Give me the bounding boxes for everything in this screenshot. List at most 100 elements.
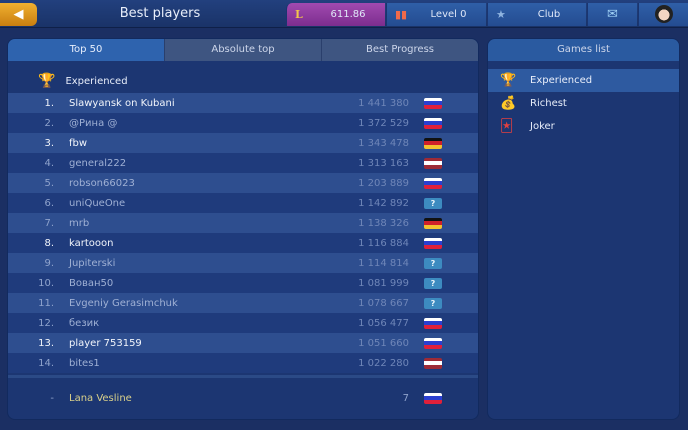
rank: 8.: [44, 237, 54, 249]
flag-lv-icon: [424, 357, 442, 369]
games-list-panel: Games list 🏆 Experienced 💰 Richest 🃏 Joker: [487, 38, 680, 420]
rank: 10.: [38, 277, 54, 289]
tab-best-progress[interactable]: Best Progress: [322, 39, 478, 61]
category-title: Experienced: [65, 75, 128, 87]
games-list-item[interactable]: 🃏 Joker: [488, 115, 679, 138]
trophy-icon: 🏆: [500, 73, 517, 88]
table-row[interactable]: 9. Jupiterski 1 114 814?: [8, 253, 478, 273]
mail-button[interactable]: ✉: [587, 3, 637, 26]
table-row[interactable]: 5. robson66023 1 203 889: [8, 173, 478, 193]
level-label: Level 0: [430, 9, 467, 20]
own-score: 7: [402, 392, 409, 404]
coin-icon: L: [295, 8, 303, 21]
bar-chart-icon: ▮▮: [395, 8, 408, 21]
player-name: general222: [69, 157, 127, 169]
score: 1 114 814: [358, 257, 409, 269]
player-name: Jupiterski: [69, 257, 116, 269]
flag-ru-icon: [424, 337, 442, 349]
games-list-item[interactable]: 💰 Richest: [488, 92, 679, 115]
player-name: player 753159: [69, 337, 142, 349]
player-name: fbw: [69, 137, 88, 149]
score: 1 081 999: [358, 277, 409, 289]
player-name: Evgeniy Gerasimchuk: [69, 297, 178, 309]
category-header: 🏆 Experienced: [8, 69, 478, 93]
game-label: Joker: [530, 121, 555, 132]
player-name: mrb: [69, 217, 90, 229]
player-name: безик: [69, 317, 100, 329]
table-row[interactable]: 14. bites1 1 022 280: [8, 353, 478, 373]
score: 1 116 884: [358, 237, 409, 249]
rank: 11.: [38, 297, 54, 309]
rank: 1.: [44, 97, 54, 109]
top-bar: ◀ Best players L 611.86 ▮▮ Level 0 ★ Club ✉: [0, 0, 688, 28]
player-name: kartooon: [69, 237, 114, 249]
back-arrow-icon: ◀: [13, 7, 24, 22]
score: 1 313 163: [358, 157, 409, 169]
avatar-button[interactable]: [638, 3, 688, 26]
flag-ru-icon: [424, 317, 442, 329]
club-label: Club: [537, 9, 561, 20]
player-name: robson66023: [69, 177, 135, 189]
flag-lv-icon: [424, 157, 442, 169]
score: 1 056 477: [358, 317, 409, 329]
tab-absolute-top[interactable]: Absolute top: [165, 39, 322, 61]
player-name: Вован50: [69, 277, 114, 289]
score: 1 078 667: [358, 297, 409, 309]
rank: 14.: [38, 357, 54, 369]
table-row[interactable]: 3. fbw 1 343 478: [8, 133, 478, 153]
flag-de-icon: [424, 137, 442, 149]
flag-ru-icon: [424, 237, 442, 249]
tab-top-50[interactable]: Top 50: [8, 39, 165, 61]
score: 1 022 280: [358, 357, 409, 369]
rank: 4.: [44, 157, 54, 169]
flag-ru-icon: [424, 117, 442, 129]
tab-bar: Top 50 Absolute top Best Progress: [8, 39, 478, 61]
table-row[interactable]: 13. player 753159 1 051 660: [8, 333, 478, 353]
player-name: uniQueOne: [69, 197, 126, 209]
coins-value: 611.86: [330, 9, 366, 20]
table-row[interactable]: 10. Вован50 1 081 999?: [8, 273, 478, 293]
table-row[interactable]: 2. @Рина @ 1 372 529: [8, 113, 478, 133]
star-icon: ★: [496, 8, 506, 21]
player-name: Slawyansk on Kubani: [69, 97, 175, 109]
table-row[interactable]: 6. uniQueOne 1 142 892?: [8, 193, 478, 213]
club-button[interactable]: ★ Club: [487, 3, 586, 26]
level-button[interactable]: ▮▮ Level 0: [386, 3, 486, 26]
joker-icon: 🃏: [500, 119, 514, 134]
own-rank: -: [50, 392, 54, 404]
table-row[interactable]: 11. Evgeniy Gerasimchuk 1 078 667?: [8, 293, 478, 313]
flag-de-icon: [424, 217, 442, 229]
coins-button[interactable]: L 611.86: [286, 3, 385, 26]
score: 1 051 660: [358, 337, 409, 349]
leaderboard-panel: Top 50 Absolute top Best Progress 🏆 Expe…: [7, 38, 479, 420]
player-name: @Рина @: [69, 117, 118, 129]
trophy-icon: 🏆: [38, 73, 56, 89]
table-row[interactable]: 12. безик 1 056 477: [8, 313, 478, 333]
unknown-flag-icon: ?: [424, 197, 442, 209]
game-label: Richest: [530, 98, 567, 109]
mail-icon: ✉: [607, 7, 618, 22]
back-button[interactable]: ◀: [0, 3, 37, 26]
unknown-flag-icon: ?: [424, 257, 442, 269]
game-label: Experienced: [530, 75, 593, 86]
games-list-item[interactable]: 🏆 Experienced: [488, 69, 679, 92]
flag-ru-icon: [424, 392, 442, 404]
table-row[interactable]: 1. Slawyansk on Kubani 1 441 380: [8, 93, 478, 113]
score: 1 142 892: [358, 197, 409, 209]
games-list-title: Games list: [488, 39, 679, 61]
score: 1 441 380: [358, 97, 409, 109]
table-row[interactable]: 7. mrb 1 138 326: [8, 213, 478, 233]
rank: 7.: [44, 217, 54, 229]
unknown-flag-icon: ?: [424, 297, 442, 309]
page-title: Best players: [119, 6, 201, 21]
avatar: [654, 5, 673, 23]
rank: 2.: [44, 117, 54, 129]
rank: 3.: [44, 137, 54, 149]
rank: 9.: [44, 257, 54, 269]
score: 1 343 478: [358, 137, 409, 149]
table-row[interactable]: 4. general222 1 313 163: [8, 153, 478, 173]
flag-ru-icon: [424, 177, 442, 189]
leaderboard-list: 1. Slawyansk on Kubani 1 441 380 2. @Рина @ 1…: [8, 93, 478, 373]
own-player-row[interactable]: - Lana Vesline 7: [8, 378, 478, 418]
table-row[interactable]: 8. kartooon 1 116 884: [8, 233, 478, 253]
